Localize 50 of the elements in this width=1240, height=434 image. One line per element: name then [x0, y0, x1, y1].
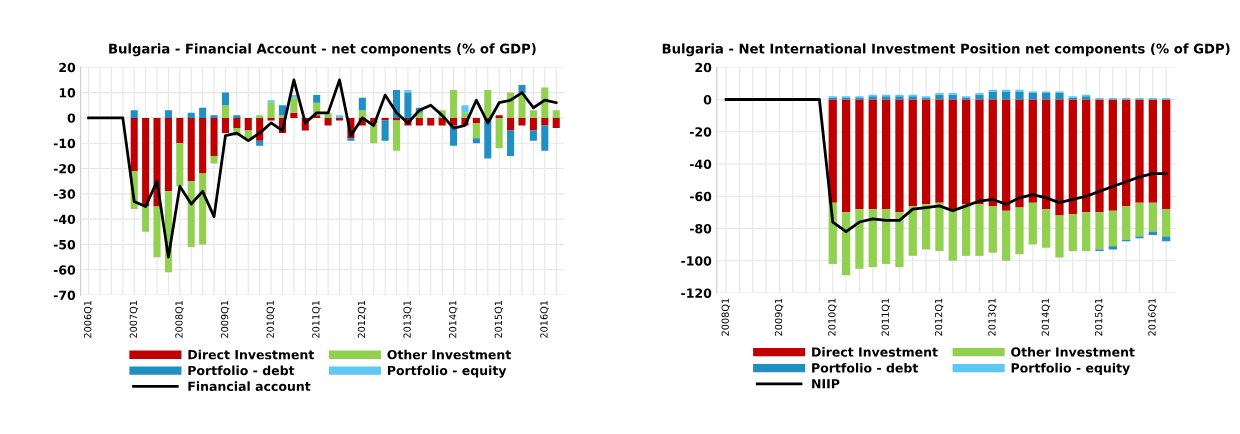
legend-label: Financial account — [188, 381, 311, 392]
y-tick-label: -80 — [689, 223, 712, 234]
legend-label: Other Investment — [387, 349, 511, 360]
legend-label: Other Investment — [1011, 347, 1135, 357]
y-tick-label: -10 — [53, 138, 76, 149]
x-tick-label: 2012Q1 — [934, 298, 944, 336]
y-tick-label: 10 — [59, 88, 76, 98]
y-tick-label: -120 — [681, 288, 712, 298]
x-tick-label: 2015Q1 — [1094, 298, 1104, 336]
y-tick-label: -60 — [53, 265, 76, 275]
x-tick-label: 2014Q1 — [449, 300, 458, 338]
legend-label: Portfolio - equity — [1011, 362, 1130, 376]
legend-label: Direct Investment — [188, 349, 315, 360]
x-tick-label: 2015Q1 — [494, 300, 504, 338]
y-tick-label: -20 — [689, 127, 712, 137]
x-tick-label: 2006Q1 — [84, 300, 93, 338]
legend-label: NIIP — [812, 379, 840, 389]
legend-label: Portfolio - equity — [387, 365, 507, 378]
y-tick-label: 0 — [703, 94, 712, 105]
y-tick-label: -20 — [53, 164, 76, 174]
x-tick-label: 2012Q1 — [357, 300, 367, 338]
x-tick-label: 2008Q1 — [721, 298, 730, 336]
x-tick-label: 2014Q1 — [1041, 298, 1051, 336]
chart-title: Bulgaria - Net International Investment Position net components (% of GDP) — [662, 43, 1230, 57]
x-tick-label: 2008Q1 — [175, 300, 184, 338]
x-tick-label: 2016Q1 — [540, 300, 549, 338]
y-tick-label: -50 — [53, 239, 76, 250]
legend-label: Portfolio - debt — [812, 362, 919, 373]
x-tick-label: 2013Q1 — [403, 300, 412, 338]
x-tick-label: 2011Q1 — [312, 300, 321, 338]
y-tick-label: -40 — [689, 159, 712, 169]
y-tick-label: 20 — [695, 62, 712, 73]
legend-label: Portfolio - debt — [188, 365, 295, 376]
x-tick-label: 2013Q1 — [988, 298, 997, 336]
y-tick-label: 0 — [67, 113, 76, 123]
y-tick-label: -60 — [689, 191, 712, 202]
x-tick-label: 2010Q1 — [266, 300, 276, 338]
y-tick-label: 20 — [59, 62, 76, 73]
y-tick-label: -40 — [53, 214, 76, 225]
y-tick-label: -70 — [53, 290, 76, 301]
x-tick-label: 2011Q1 — [881, 298, 891, 336]
x-tick-label: 2009Q1 — [774, 298, 784, 336]
chart-title: Bulgaria - Financial Account - net components (% of GDP) — [109, 43, 536, 57]
legend-label: Direct Investment — [812, 347, 938, 357]
x-tick-label: 2010Q1 — [828, 298, 837, 336]
x-tick-label: 2016Q1 — [1148, 298, 1157, 336]
x-tick-label: 2009Q1 — [220, 300, 230, 338]
x-tick-label: 2007Q1 — [129, 300, 139, 338]
y-tick-label: -100 — [681, 256, 712, 266]
y-tick-label: -30 — [53, 189, 76, 199]
